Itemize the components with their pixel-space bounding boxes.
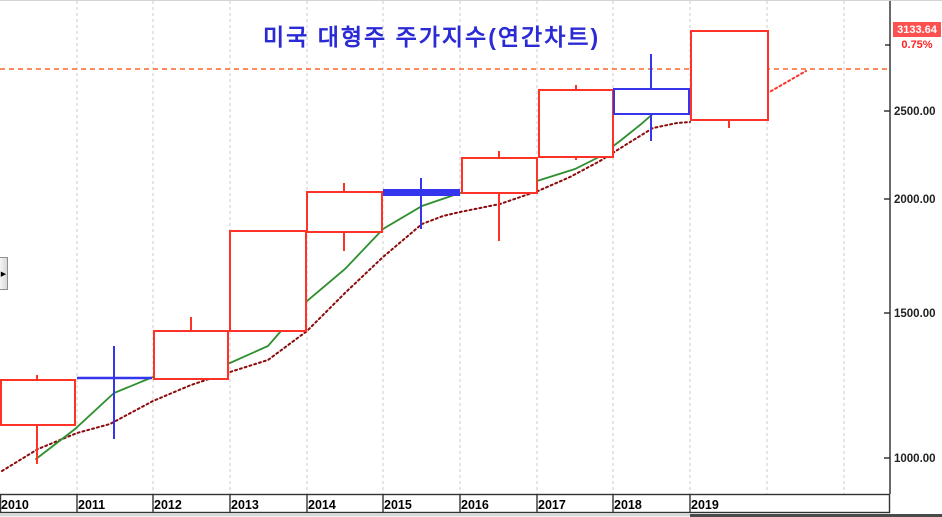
x-axis-year-label: 2018 (614, 498, 642, 512)
moving-average-short (35, 110, 729, 460)
price-axis-label: 1500.00 (894, 308, 936, 320)
candle-body-2019 (690, 30, 769, 121)
current-price-change-percent: 0.75% (901, 38, 933, 51)
x-axis-year-label: 2013 (231, 498, 259, 512)
chart-title: 미국 대형주 주가지수(연간차트) (263, 24, 601, 50)
price-axis-label: 2500.00 (894, 106, 936, 118)
x-axis-year-label: 2014 (308, 498, 336, 512)
x-axis-year-label: 2010 (1, 498, 29, 512)
candle-body-2014 (306, 191, 383, 233)
x-axis-year-label: 2016 (461, 498, 489, 512)
candle-body-2015 (383, 189, 460, 196)
price-axis-label: 2000.00 (894, 194, 936, 206)
right-arrow-icon: ▶ (0, 270, 7, 278)
candle-body-2016 (461, 157, 538, 194)
x-axis-year-label: 2015 (384, 498, 412, 512)
bottom-dark-bar (690, 514, 942, 517)
candle-body-2012 (153, 330, 229, 380)
x-axis-year-label: 2011 (78, 498, 105, 512)
left-panel-collapse-handle[interactable]: ▶ (0, 257, 8, 290)
x-axis-year-label: 2012 (154, 498, 182, 512)
moving-average-long-dotted (1, 121, 691, 472)
candle-body-2010 (0, 379, 76, 426)
x-axis-year-band (0, 493, 891, 514)
price-axis-label: 1000.00 (894, 453, 936, 465)
candle-body-2017 (538, 89, 614, 158)
candle-body-2013 (229, 230, 307, 332)
x-axis-year-label: 2019 (691, 498, 719, 512)
candle-body-2018 (613, 88, 690, 115)
current-price-label: 3133.64 (893, 22, 941, 37)
x-axis-year-label: 2017 (538, 498, 566, 512)
